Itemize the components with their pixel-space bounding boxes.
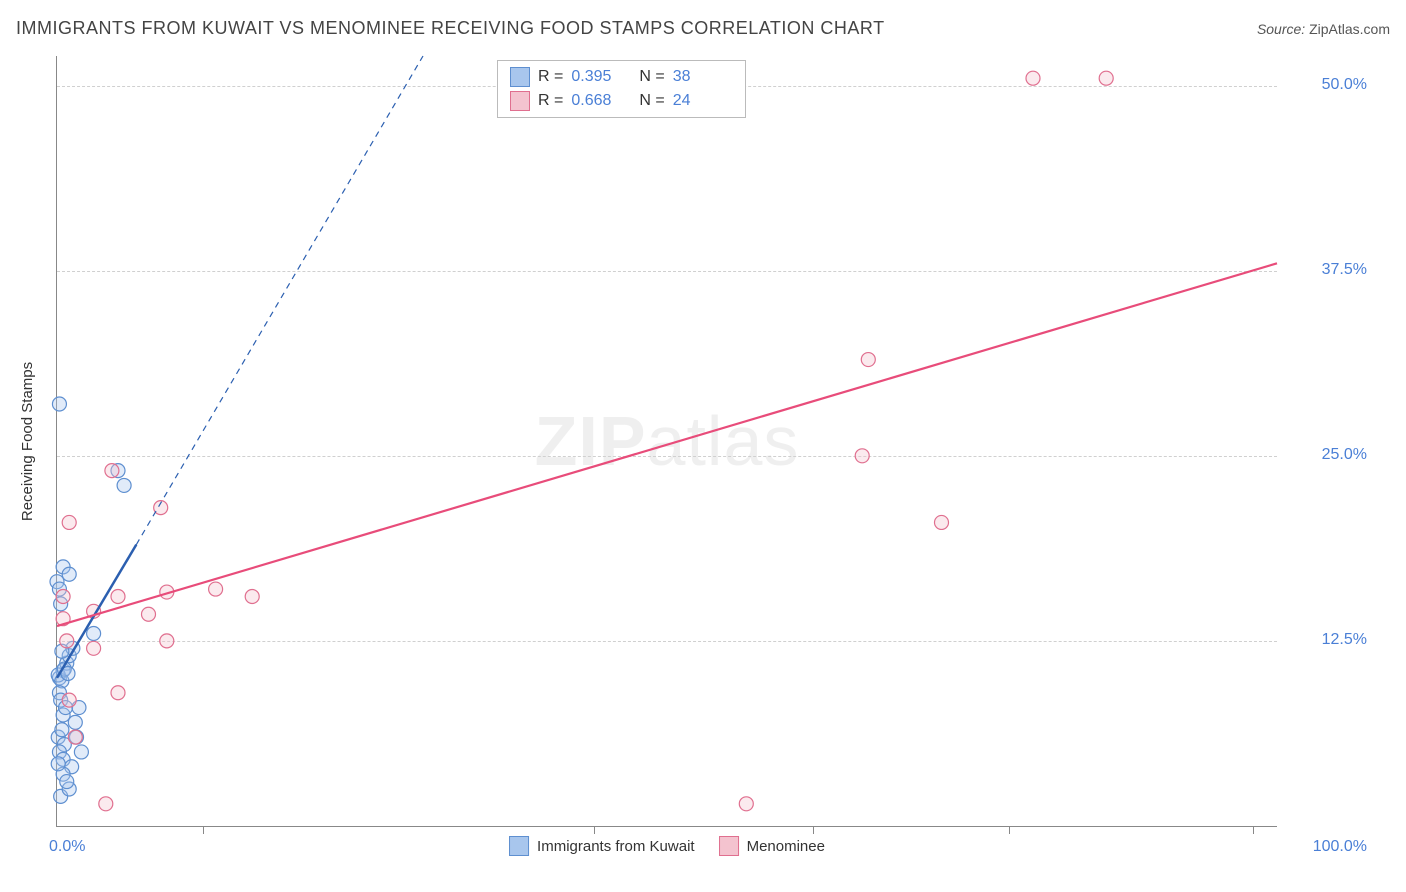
legend-item-menominee: Menominee xyxy=(719,836,825,856)
data-point-kuwait xyxy=(55,723,69,737)
y-tick-label: 37.5% xyxy=(1322,261,1367,279)
data-point-menominee xyxy=(855,449,869,463)
legend-label-kuwait: Immigrants from Kuwait xyxy=(537,838,695,855)
data-point-kuwait xyxy=(51,757,65,771)
data-point-menominee xyxy=(160,634,174,648)
x-axis-min-label: 0.0% xyxy=(49,838,85,856)
plot-area: ZIPatlas 12.5%25.0%37.5%50.0% 0.0% 100.0… xyxy=(56,56,1277,827)
data-point-menominee xyxy=(245,589,259,603)
data-point-kuwait xyxy=(52,397,66,411)
series-legend: Immigrants from Kuwait Menominee xyxy=(509,836,825,856)
data-point-menominee xyxy=(1026,71,1040,85)
swatch-menominee-bottom xyxy=(719,836,739,856)
data-point-menominee xyxy=(62,693,76,707)
scatter-svg xyxy=(57,56,1277,826)
data-point-menominee xyxy=(739,797,753,811)
data-point-kuwait xyxy=(117,478,131,492)
data-point-kuwait xyxy=(87,627,101,641)
legend-label-menominee: Menominee xyxy=(747,838,825,855)
data-point-menominee xyxy=(111,589,125,603)
data-point-menominee xyxy=(861,353,875,367)
y-tick-label: 12.5% xyxy=(1322,631,1367,649)
source-label: Source: xyxy=(1257,21,1305,37)
legend-item-kuwait: Immigrants from Kuwait xyxy=(509,836,695,856)
y-axis-label-container: Receiving Food Stamps xyxy=(18,56,38,826)
source-attribution: Source: ZipAtlas.com xyxy=(1257,21,1390,37)
data-point-menominee xyxy=(68,730,82,744)
data-point-menominee xyxy=(111,686,125,700)
data-point-menominee xyxy=(87,641,101,655)
data-point-menominee xyxy=(62,515,76,529)
source-value: ZipAtlas.com xyxy=(1309,21,1390,37)
data-point-menominee xyxy=(99,797,113,811)
y-axis-label: Receiving Food Stamps xyxy=(20,361,37,520)
data-point-kuwait xyxy=(62,567,76,581)
data-point-kuwait xyxy=(60,775,74,789)
data-point-menominee xyxy=(935,515,949,529)
data-point-menominee xyxy=(142,607,156,621)
swatch-kuwait-bottom xyxy=(509,836,529,856)
data-point-kuwait xyxy=(74,745,88,759)
data-point-menominee xyxy=(60,634,74,648)
data-point-menominee xyxy=(56,589,70,603)
y-tick-label: 50.0% xyxy=(1322,76,1367,94)
x-axis-max-label: 100.0% xyxy=(1313,838,1367,856)
data-point-menominee xyxy=(209,582,223,596)
data-point-menominee xyxy=(105,464,119,478)
y-tick-label: 25.0% xyxy=(1322,446,1367,464)
data-point-menominee xyxy=(1099,71,1113,85)
chart-title: IMMIGRANTS FROM KUWAIT VS MENOMINEE RECE… xyxy=(16,18,885,39)
data-point-kuwait xyxy=(68,715,82,729)
